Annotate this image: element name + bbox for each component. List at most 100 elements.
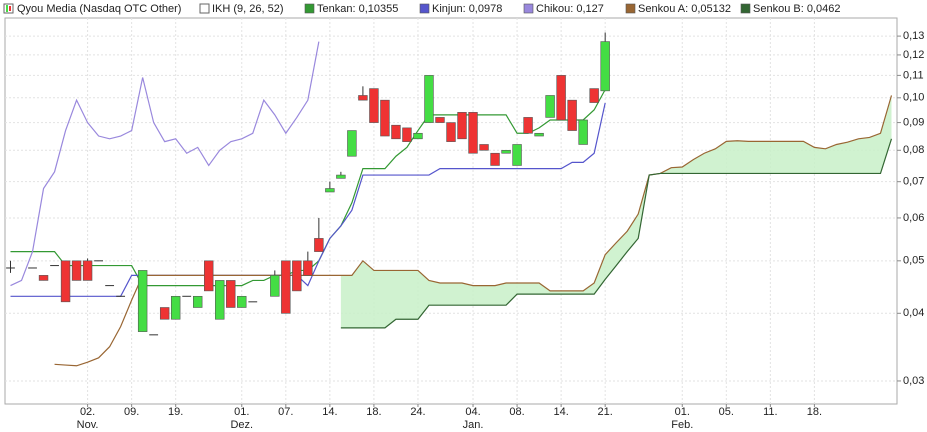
legend-icon xyxy=(199,3,210,14)
y-tick-label: 0,09 xyxy=(903,116,924,128)
legend-title: Qyou Media (Nasdaq OTC Other) xyxy=(17,3,181,15)
legend-label: Senkou A: 0,05132 xyxy=(638,3,731,15)
x-tick-label: 02. xyxy=(80,406,95,418)
x-tick-label: 04. xyxy=(465,406,480,418)
y-tick-label: 0,12 xyxy=(903,49,924,61)
indicator-line xyxy=(54,95,893,367)
legend-label: Kinjun: 0,0978 xyxy=(432,3,502,15)
candle-body xyxy=(534,132,544,137)
candle-body xyxy=(523,117,533,134)
candle-body xyxy=(170,295,181,320)
x-tick-label: 19. xyxy=(168,406,183,418)
candle-body xyxy=(314,238,324,252)
candle-body xyxy=(159,307,170,320)
x-tick-label: 11. xyxy=(763,406,777,418)
candle-body xyxy=(248,301,258,303)
x-tick-label: 08. xyxy=(509,406,524,418)
legend-icon-down xyxy=(9,6,11,11)
candle-body xyxy=(457,112,467,140)
candle-body xyxy=(490,152,500,166)
candle-body xyxy=(347,130,357,157)
candle-body xyxy=(270,275,280,297)
x-tick-label: 24. xyxy=(410,406,425,418)
candle-body xyxy=(303,260,313,276)
legend-icon xyxy=(3,3,14,14)
y-tick-label: 0,06 xyxy=(903,212,924,224)
month-label: Jan. xyxy=(463,419,484,431)
indicator-line xyxy=(340,138,893,329)
candle-body xyxy=(358,95,368,101)
candle-body xyxy=(50,265,59,267)
x-tick-label: 18. xyxy=(807,406,822,418)
x-tick-label: 09. xyxy=(124,406,139,418)
indicator-line xyxy=(10,41,320,287)
y-tick-label: 0,03 xyxy=(903,375,924,387)
x-tick-label: 05. xyxy=(719,406,734,418)
candle-body xyxy=(556,75,566,121)
y-tick-label: 0,11 xyxy=(903,69,924,81)
candle-body xyxy=(292,260,302,292)
candle-body xyxy=(215,280,225,320)
x-tick-label: 14. xyxy=(322,406,337,418)
legend-swatch xyxy=(523,3,534,14)
candle-body xyxy=(116,295,126,297)
candle-body xyxy=(501,149,511,154)
y-tick-label: 0,04 xyxy=(903,307,924,319)
candle-body xyxy=(380,99,390,137)
legend-swatch xyxy=(419,3,430,14)
candle-body xyxy=(137,270,148,332)
legend-label: Chikou: 0,127 xyxy=(536,3,604,15)
candle-body xyxy=(204,260,214,292)
month-label: Nov. xyxy=(77,419,99,431)
cloud xyxy=(340,95,892,328)
x-tick-label: 07. xyxy=(278,406,293,418)
candle-body xyxy=(369,88,379,123)
candle-body xyxy=(226,280,236,308)
candle-body xyxy=(281,260,291,314)
candle-body xyxy=(82,260,93,281)
candle-body xyxy=(424,75,434,123)
candle-body xyxy=(6,267,15,269)
indicator-line xyxy=(10,102,606,297)
candle-body xyxy=(468,112,478,154)
candle-body xyxy=(193,295,203,308)
legend-label: Tenkan: 0,10355 xyxy=(317,3,398,15)
candle-body xyxy=(413,132,423,140)
legend-indicator: IKH (9, 26, 52) xyxy=(212,3,284,15)
x-tick-label: 14. xyxy=(553,406,568,418)
candle-body xyxy=(435,117,445,123)
candle-body xyxy=(237,295,247,308)
x-tick-label: 18. xyxy=(366,406,381,418)
candle-body xyxy=(182,295,192,297)
candle-body xyxy=(479,144,489,151)
x-tick-label: 21. xyxy=(598,406,613,418)
candle-body xyxy=(589,88,599,103)
candle-body xyxy=(38,275,49,281)
x-tick-label: 01. xyxy=(234,406,249,418)
candle-body xyxy=(446,122,456,142)
month-label: Dez. xyxy=(230,419,253,431)
y-tick-label: 0,07 xyxy=(903,176,924,188)
candle-body xyxy=(545,95,555,118)
candle-body xyxy=(71,260,82,281)
legend-swatch xyxy=(304,3,315,14)
candle-body xyxy=(105,285,115,287)
y-tick-label: 0,10 xyxy=(903,92,924,104)
y-tick-label: 0,13 xyxy=(903,30,924,42)
candle-body xyxy=(28,267,37,269)
month-label: Feb. xyxy=(671,419,693,431)
candle-body xyxy=(60,260,71,303)
legend-icon-up xyxy=(6,5,8,12)
legend-label: Senkou B: 0,0462 xyxy=(753,3,840,15)
x-tick-label: 01. xyxy=(675,406,690,418)
y-tick-label: 0,05 xyxy=(903,255,924,267)
candle-body xyxy=(94,260,104,262)
candle-body xyxy=(578,119,588,145)
candle-body xyxy=(567,99,577,131)
candle-body xyxy=(391,124,401,140)
legend-swatch xyxy=(625,3,636,14)
candle-body xyxy=(402,127,412,142)
candle-body xyxy=(600,41,610,92)
candle-body xyxy=(336,174,346,179)
